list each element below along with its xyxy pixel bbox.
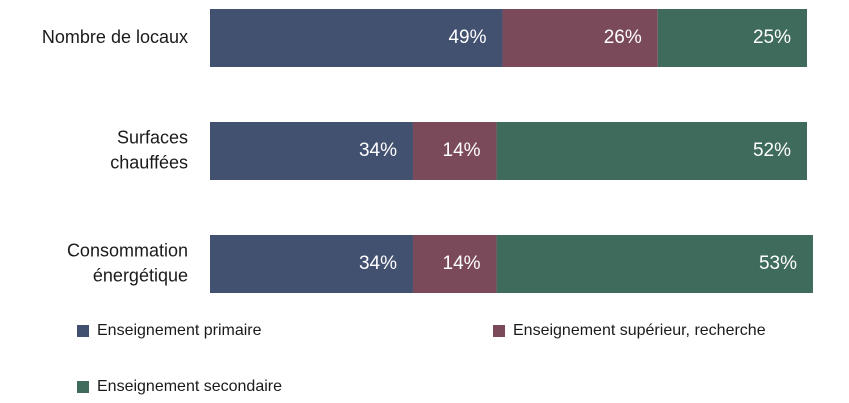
legend-label: Enseignement secondaire xyxy=(97,378,282,395)
bar-segment xyxy=(210,235,413,293)
bar-segment xyxy=(502,9,658,67)
value-label: 14% xyxy=(443,253,481,274)
category-label: Consommation énergétique xyxy=(67,240,188,285)
bar-segment xyxy=(210,122,413,180)
bar-segment xyxy=(412,235,497,293)
value-label: 53% xyxy=(759,253,797,274)
value-label: 52% xyxy=(753,140,791,161)
category-label: Nombre de locaux xyxy=(42,27,188,47)
value-label: 14% xyxy=(443,140,481,161)
category-label: Surfaces chauffées xyxy=(110,127,188,172)
bar-segment xyxy=(210,9,503,67)
value-label: 26% xyxy=(604,27,642,48)
value-label: 34% xyxy=(359,140,397,161)
legend-label: Enseignement primaire xyxy=(97,322,262,339)
bar-segment xyxy=(496,235,813,293)
value-label: 49% xyxy=(448,27,486,48)
legend-swatch xyxy=(493,325,505,337)
value-label: 25% xyxy=(753,27,791,48)
value-label: 34% xyxy=(359,253,397,274)
legend-swatch xyxy=(77,381,89,393)
bar-segment xyxy=(412,122,497,180)
legend-label: Enseignement supérieur, recherche xyxy=(513,322,766,339)
bar-segment xyxy=(657,9,807,67)
bar-segment xyxy=(496,122,807,180)
legend-swatch xyxy=(77,325,89,337)
